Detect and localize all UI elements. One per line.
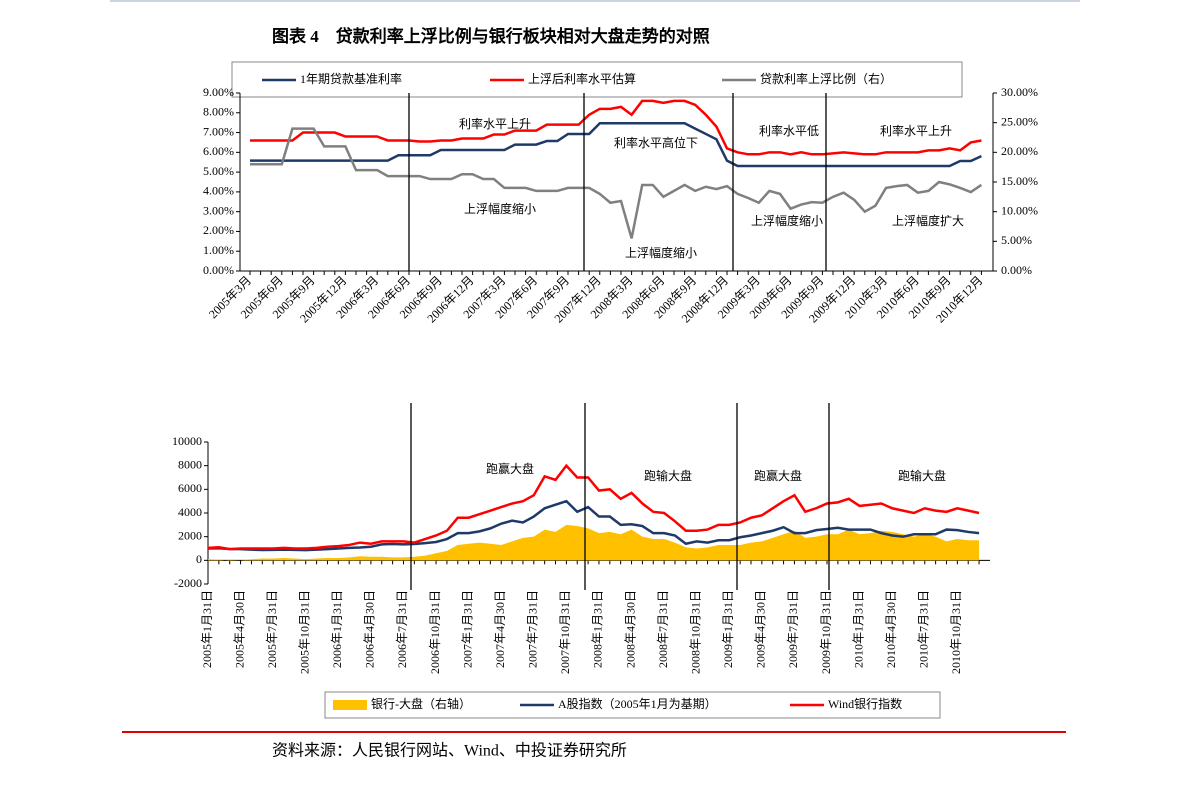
y-tick-label: 3.00%: [203, 203, 234, 217]
page-title: 图表 4 贷款利率上浮比例与银行板块相对大盘走势的对照: [272, 26, 710, 46]
y-tick-label: 0: [196, 552, 202, 566]
x-tick-label: 2006年10月31日: [428, 590, 442, 674]
x-tick-label: 2007年7月31日: [526, 590, 540, 668]
line: [250, 99, 982, 156]
y-tick-label: 2.00%: [203, 223, 234, 237]
x-tick-label: 2008年10月31日: [688, 590, 702, 674]
x-tick-label: 2005年10月31日: [297, 590, 311, 674]
source-note: 资料来源：人民银行网站、Wind、中投证券研究所: [272, 742, 627, 760]
y-tick-label: 9.00%: [203, 85, 234, 99]
x-tick-label: 2005年7月31日: [265, 590, 279, 668]
area: [208, 524, 980, 561]
x-tick-label: 2005年4月30日: [232, 590, 246, 668]
x-tick-label: 2010年7月31日: [917, 590, 931, 668]
line: [250, 122, 982, 168]
y-tick-label: 8.00%: [203, 105, 234, 119]
x-tick-label: 2006年7月31日: [395, 590, 409, 668]
annotation: 上浮幅度缩小: [464, 201, 536, 216]
legend-label: 贷款利率上浮比例（右）: [760, 71, 892, 86]
annotation: 利率水平上升: [459, 116, 531, 131]
legend-label: 1年期贷款基准利率: [300, 71, 402, 86]
annotation: 跑赢大盘: [754, 468, 802, 483]
y2-tick-label: 10.00%: [1001, 203, 1038, 217]
x-tick-label: 2007年1月31日: [460, 590, 474, 668]
y-tick-label: 2000: [178, 528, 202, 542]
y-tick-label: 4000: [178, 505, 202, 519]
x-tick-label: 2006年1月31日: [330, 590, 344, 668]
annotation: 上浮幅度扩大: [892, 213, 964, 228]
annotation: 上浮幅度缩小: [625, 245, 697, 260]
y-tick-label: 1.00%: [203, 243, 234, 257]
y-tick-label: 7.00%: [203, 124, 234, 138]
line: [207, 463, 980, 551]
y-tick-label: 5.00%: [203, 164, 234, 178]
y-tick-label: -2000: [174, 576, 202, 590]
x-tick-label: 2008年1月31日: [591, 590, 605, 668]
y2-tick-label: 5.00%: [1001, 233, 1032, 247]
legend-label: 上浮后利率水平估算: [528, 71, 636, 86]
annotation: 利率水平低: [759, 123, 819, 138]
legend-swatch: [333, 700, 367, 710]
annotation: 利率水平上升: [880, 123, 952, 138]
y-tick-label: 8000: [178, 457, 202, 471]
y-tick-label: 4.00%: [203, 184, 234, 198]
y-tick-label: 10000: [172, 434, 202, 448]
x-tick-label: 2010年4月30日: [884, 590, 898, 668]
line: [250, 127, 983, 239]
x-tick-label: 2005年1月31日: [200, 590, 214, 668]
x-tick-label: 2008年7月31日: [656, 590, 670, 668]
legend-label: A股指数（2005年1月为基期）: [558, 696, 717, 711]
legend-box: [324, 691, 941, 719]
y2-tick-label: 20.00%: [1001, 144, 1038, 158]
x-tick-label: 2009年4月30日: [754, 590, 768, 668]
x-tick-label: 2010年10月31日: [949, 590, 963, 674]
y2-tick-label: 25.00%: [1001, 114, 1038, 128]
legend-label: 银行-大盘（右轴）: [371, 696, 471, 711]
y-tick-label: 6.00%: [203, 144, 234, 158]
x-tick-label: 2006年4月30日: [363, 590, 377, 668]
y-tick-label: 0.00%: [203, 263, 234, 277]
annotation: 跑输大盘: [644, 468, 692, 483]
y2-tick-label: 15.00%: [1001, 174, 1038, 188]
annotation: 跑输大盘: [898, 468, 946, 483]
x-tick-label: 2009年7月31日: [786, 590, 800, 668]
annotation: 上浮幅度缩小: [751, 213, 823, 228]
annotation: 利率水平高位下: [614, 135, 698, 150]
y2-tick-label: 30.00%: [1001, 85, 1038, 99]
legend-label: Wind银行指数: [828, 696, 902, 711]
x-tick-label: 2010年1月31日: [851, 590, 865, 668]
x-tick-label: 2009年10月31日: [819, 590, 833, 674]
legend-box: [231, 61, 963, 98]
y2-tick-label: 0.00%: [1001, 263, 1032, 277]
annotation: 跑赢大盘: [486, 461, 534, 476]
x-tick-label: 2008年4月30日: [623, 590, 637, 668]
y-tick-label: 6000: [178, 481, 202, 495]
line: [207, 499, 980, 552]
x-tick-label: 2007年10月31日: [558, 590, 572, 674]
x-tick-label: 2009年1月31日: [721, 590, 735, 668]
x-tick-label: 2007年4月30日: [493, 590, 507, 668]
